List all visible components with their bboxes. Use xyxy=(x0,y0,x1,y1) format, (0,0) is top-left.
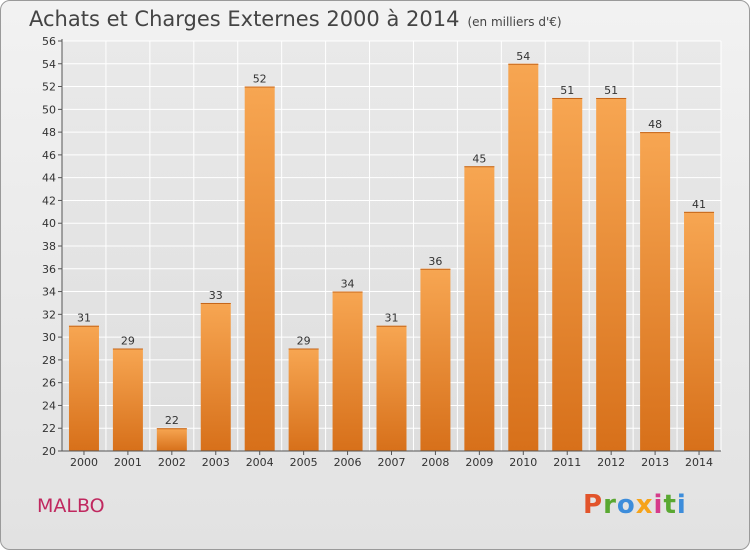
x-tick-label: 2009 xyxy=(465,456,493,469)
chart-title-text: Achats et Charges Externes 2000 à 2014 xyxy=(29,7,460,31)
y-tick-label: 44 xyxy=(42,172,56,185)
y-tick-label: 32 xyxy=(42,308,56,321)
brand-letter: t xyxy=(663,490,677,520)
bar-value-label: 31 xyxy=(77,312,91,325)
bar-value-label: 22 xyxy=(165,414,179,427)
bar-value-label: 52 xyxy=(253,73,267,86)
x-tick-label: 2014 xyxy=(685,456,713,469)
y-tick-label: 34 xyxy=(42,286,56,299)
bar-value-label: 33 xyxy=(209,289,223,302)
brand-letter: i xyxy=(676,490,687,520)
bar-value-label: 51 xyxy=(560,84,574,97)
bar xyxy=(156,428,187,451)
y-tick-label: 38 xyxy=(42,240,56,253)
chart-title: Achats et Charges Externes 2000 à 2014 (e… xyxy=(29,7,562,31)
x-tick-label: 2002 xyxy=(158,456,186,469)
bar xyxy=(684,211,715,451)
y-tick-label: 20 xyxy=(42,445,56,458)
bar xyxy=(640,132,671,451)
x-tick-label: 2005 xyxy=(290,456,318,469)
y-tick-label: 50 xyxy=(42,103,56,116)
y-tick-label: 42 xyxy=(42,194,56,207)
bar-value-label: 41 xyxy=(692,198,706,211)
y-tick-label: 30 xyxy=(42,331,56,344)
y-tick-label: 56 xyxy=(42,35,56,48)
bar-value-label: 29 xyxy=(121,335,135,348)
bar xyxy=(596,97,627,451)
x-tick-label: 2003 xyxy=(202,456,230,469)
x-tick-label: 2000 xyxy=(70,456,98,469)
bar xyxy=(68,325,99,451)
x-tick-label: 2012 xyxy=(597,456,625,469)
bar xyxy=(200,302,231,451)
bar-value-label: 45 xyxy=(472,152,486,165)
bar-value-label: 51 xyxy=(604,84,618,97)
x-tick-label: 2006 xyxy=(334,456,362,469)
proxiti-logo: Proxiti xyxy=(583,490,687,520)
brand-letter: r xyxy=(603,490,617,520)
brand-letter: o xyxy=(616,490,636,520)
bar xyxy=(244,86,275,452)
y-tick-label: 40 xyxy=(42,217,56,230)
y-tick-label: 26 xyxy=(42,377,56,390)
bar-value-label: 34 xyxy=(341,278,355,291)
y-tick-label: 54 xyxy=(42,58,56,71)
commune-name: MALBO xyxy=(37,495,105,517)
brand-letter: i xyxy=(653,490,664,520)
bar xyxy=(420,268,451,451)
bar xyxy=(552,97,583,451)
x-tick-label: 2001 xyxy=(114,456,142,469)
y-tick-label: 48 xyxy=(42,126,56,139)
bar xyxy=(508,63,539,452)
y-tick-label: 22 xyxy=(42,422,56,435)
bar xyxy=(464,166,495,451)
y-tick-label: 28 xyxy=(42,354,56,367)
bar-value-label: 54 xyxy=(516,50,530,63)
brand-letter: x xyxy=(635,490,654,520)
y-tick-label: 24 xyxy=(42,399,56,412)
y-tick-label: 36 xyxy=(42,263,56,276)
chart-subtitle: (en milliers d'€) xyxy=(467,15,562,29)
y-tick-label: 46 xyxy=(42,149,56,162)
y-tick-label: 52 xyxy=(42,81,56,94)
x-tick-label: 2008 xyxy=(421,456,449,469)
brand-letter: P xyxy=(583,490,604,520)
x-tick-label: 2013 xyxy=(641,456,669,469)
bar-value-label: 31 xyxy=(385,312,399,325)
bar-value-label: 48 xyxy=(648,118,662,131)
bar-value-label: 29 xyxy=(297,335,311,348)
x-tick-label: 2004 xyxy=(246,456,274,469)
x-tick-label: 2011 xyxy=(553,456,581,469)
bar xyxy=(288,348,319,451)
bar xyxy=(376,325,407,451)
bar xyxy=(332,291,363,451)
x-tick-label: 2010 xyxy=(509,456,537,469)
bar xyxy=(112,348,143,451)
bar-value-label: 36 xyxy=(428,255,442,268)
x-tick-label: 2007 xyxy=(378,456,406,469)
